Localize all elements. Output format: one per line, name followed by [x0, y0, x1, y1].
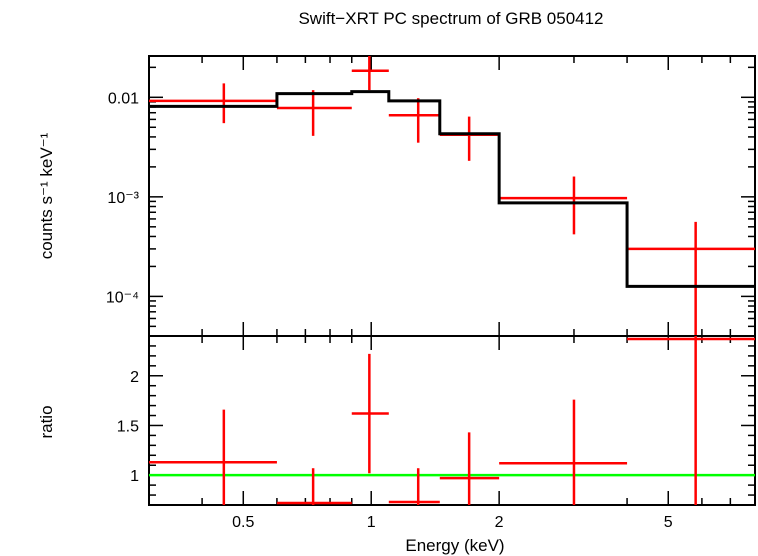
x-tick-label: 5: [664, 514, 673, 531]
y-tick-label: 1.5: [117, 418, 139, 435]
data-point: [499, 176, 628, 235]
data-point: [627, 221, 755, 336]
data-point: [276, 468, 352, 505]
y-tick-label: 0.01: [108, 90, 139, 107]
x-tick-label: 1: [367, 514, 376, 531]
x-axis-label: Energy (keV): [405, 536, 504, 555]
y-tick-label: 1: [130, 468, 139, 485]
data-point: [499, 399, 628, 505]
data-point: [351, 56, 389, 91]
data-point: [351, 353, 389, 474]
panel-frame: [148, 335, 756, 506]
y-tick-label: 10⁻³: [107, 190, 139, 207]
data-point: [439, 432, 500, 505]
model-step-line: [149, 90, 755, 288]
data-point: [388, 468, 440, 505]
spectrum-panel: 0.01 10⁻³ 10⁻⁴: [106, 55, 756, 337]
chart-title: Swift−XRT PC spectrum of GRB 050412: [298, 9, 603, 28]
ratio-panel: 11.52: [117, 335, 756, 506]
data-point: [439, 116, 500, 161]
data-point: [149, 409, 277, 505]
y-axis-label-ratio: ratio: [37, 405, 56, 438]
data-point: [276, 90, 352, 136]
data-point: [388, 98, 440, 143]
x-tick-label: 0.5: [232, 514, 254, 531]
y-tick-label: 2: [130, 369, 139, 386]
y-tick-label: 10⁻⁴: [106, 289, 139, 306]
y-axis-label-spectrum: counts s⁻¹ keV⁻¹: [37, 132, 56, 259]
panel-frame: [148, 55, 756, 337]
data-point: [627, 336, 755, 505]
data-point: [149, 83, 277, 124]
x-tick-label: 2: [495, 514, 504, 531]
x-tick-labels: 0.5 1 2 5: [232, 514, 673, 531]
